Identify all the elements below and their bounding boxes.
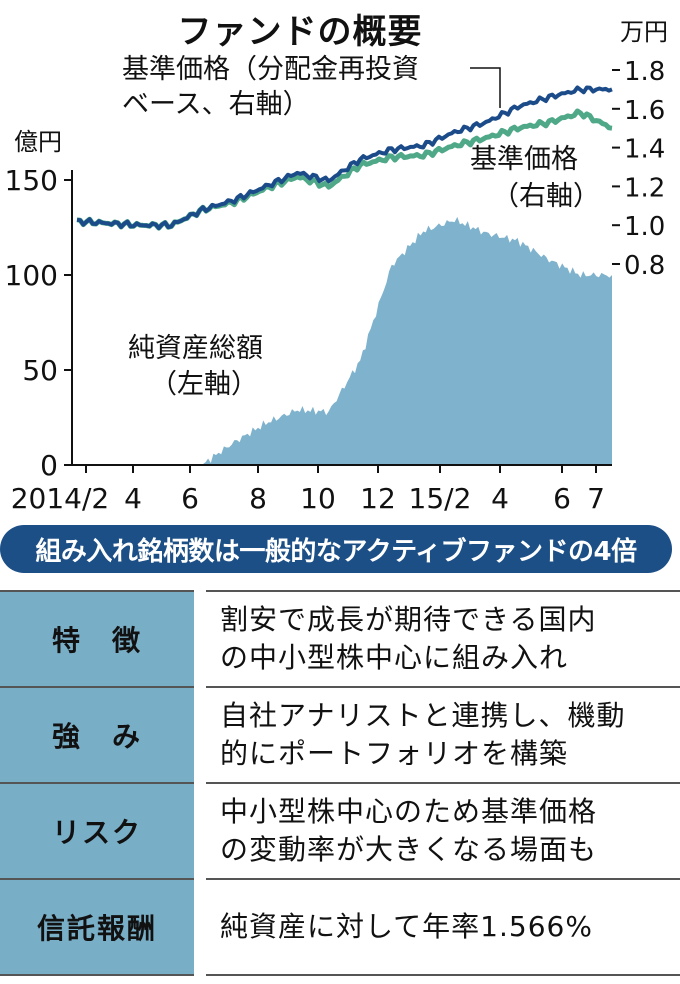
right-axis-unit: 万円 — [620, 18, 668, 46]
row-label: 信託報酬 — [0, 878, 194, 976]
description-line: 的にポートフォリオを構築 — [220, 737, 569, 770]
series-label-nav: （右軸） — [492, 181, 600, 212]
row-description: 中小型株中心のため基準価格 の変動率が大きくなる場面も — [206, 782, 680, 880]
fund-summary-table: 特 徴 割安で成長が期待できる国内 の中小型株中心に組み入れ 強 み 自社アナリ… — [0, 590, 680, 976]
chart-title: ファンドの概要 — [177, 12, 423, 52]
right-tick-label: 0.8 — [624, 251, 665, 281]
row-label: 強 み — [0, 686, 194, 784]
row-label: リスク — [0, 782, 194, 880]
series-label-nav-reinvested: 基準価格（分配金再投資 — [122, 54, 419, 85]
area-series-net-assets — [72, 216, 612, 465]
right-tick-label: 1.2 — [624, 173, 665, 203]
description-line: 純資産に対して年率1.566% — [220, 910, 593, 943]
callout-line-reinvested — [470, 67, 501, 108]
table-row: 強 み 自社アナリストと連携し、機動 的にポートフォリオを構築 — [0, 686, 680, 784]
description-line: の変動率が大きくなる場面も — [220, 833, 598, 866]
x-tick-label: 8 — [249, 482, 267, 515]
row-description: 割安で成長が期待できる国内 の中小型株中心に組み入れ — [206, 590, 680, 688]
x-tick-label: 7 — [587, 482, 605, 515]
left-axis-unit: 億円 — [14, 128, 62, 156]
table-row: 信託報酬 純資産に対して年率1.566% — [0, 878, 680, 976]
fund-chart: 0 50 100 150 億円 0.8 1.0 1.2 1.4 1.6 1.8 万円 2014/2 4 6 8… — [5, 18, 668, 515]
x-tick-label: 4 — [124, 482, 142, 515]
x-tick-label: 4 — [491, 482, 509, 515]
series-label-net-assets: （左軸） — [150, 369, 258, 400]
left-tick-label: 50 — [22, 354, 58, 387]
right-tick-label: 1.8 — [624, 57, 665, 87]
row-description: 純資産に対して年率1.566% — [206, 878, 680, 976]
series-label-nav-reinvested: ベース、右軸） — [122, 89, 310, 120]
description-line: 中小型株中心のため基準価格 — [220, 795, 598, 828]
series-label-nav: 基準価格 — [470, 144, 578, 175]
description-line: の中小型株中心に組み入れ — [220, 641, 569, 674]
description-line: 自社アナリストと連携し、機動 — [220, 699, 626, 732]
x-tick-label: 12 — [360, 482, 396, 515]
x-tick-label: 10 — [300, 482, 336, 515]
row-label: 特 徴 — [0, 590, 194, 688]
x-tick-label: 15/2 — [409, 482, 472, 515]
table-row: リスク 中小型株中心のため基準価格 の変動率が大きくなる場面も — [0, 782, 680, 880]
left-tick-label: 100 — [5, 259, 58, 292]
left-tick-label: 150 — [5, 164, 58, 197]
left-tick-label: 0 — [40, 449, 58, 482]
series-label-net-assets: 純資産総額 — [128, 333, 263, 364]
x-tick-label: 6 — [553, 482, 571, 515]
x-tick-label: 2014/2 — [11, 482, 110, 515]
row-description: 自社アナリストと連携し、機動 的にポートフォリオを構築 — [206, 686, 680, 784]
right-tick-label: 1.0 — [624, 212, 665, 242]
right-tick-label: 1.6 — [624, 96, 665, 126]
headline-banner: 組み入れ銘柄数は一般的なアクティブファンドの4倍 — [0, 525, 672, 573]
right-tick-label: 1.4 — [624, 135, 665, 165]
table-row: 特 徴 割安で成長が期待できる国内 の中小型株中心に組み入れ — [0, 590, 680, 688]
x-tick-label: 6 — [181, 482, 199, 515]
line-series-nav-reinvested — [76, 85, 613, 231]
description-line: 割安で成長が期待できる国内 — [220, 603, 597, 636]
